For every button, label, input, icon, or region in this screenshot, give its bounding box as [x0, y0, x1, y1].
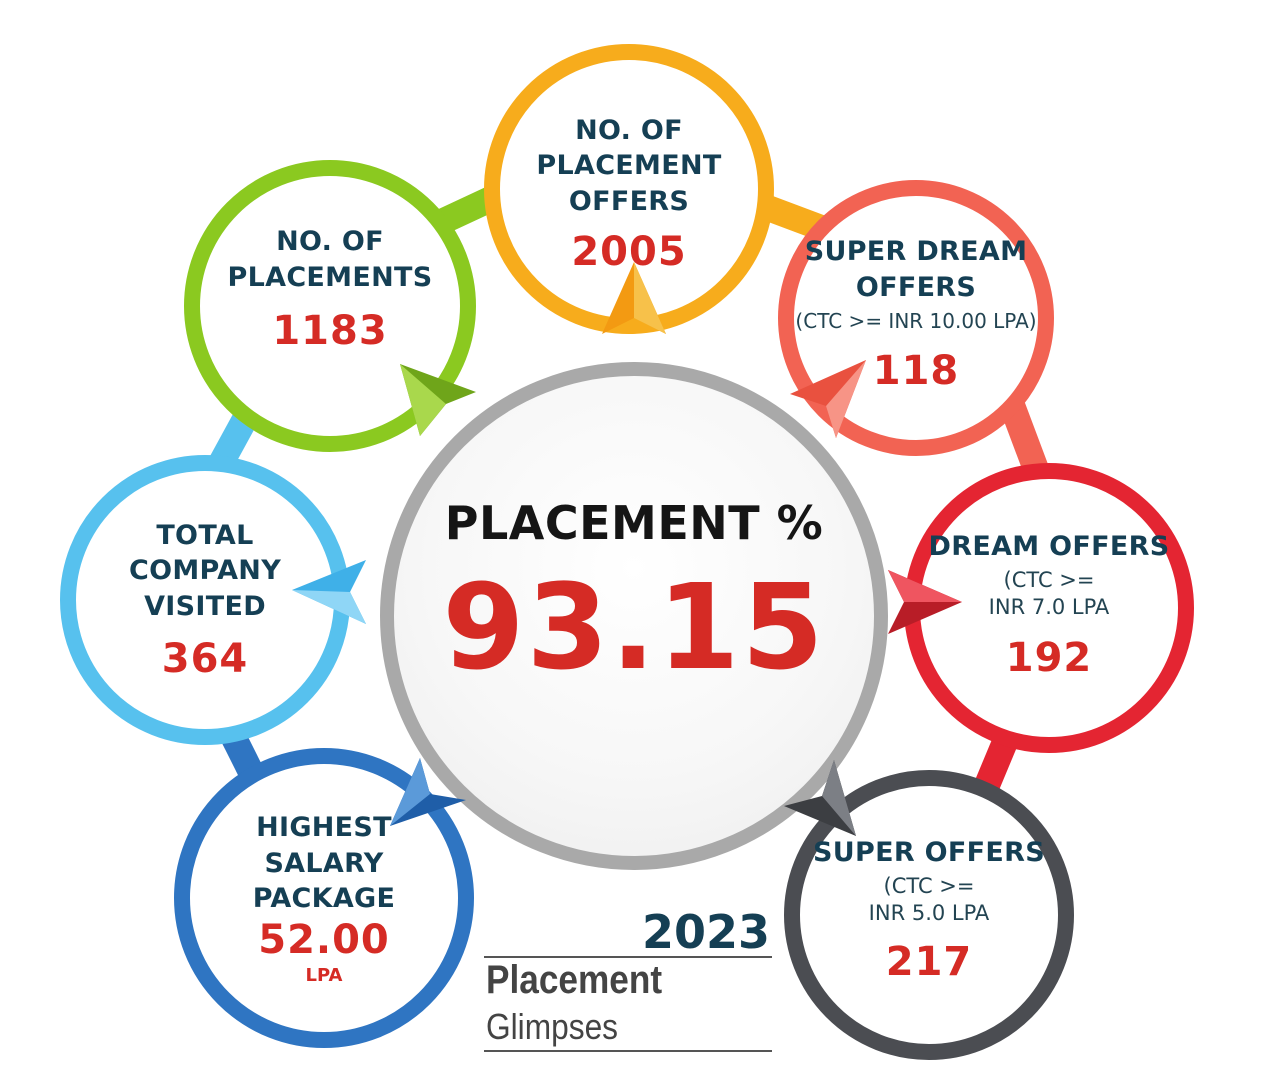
- super-dream-circle: SUPER DREAM OFFERS (CTC >= INR 10.00 LPA…: [778, 180, 1054, 456]
- company-visited-circle: TOTAL COMPANY VISITED 364: [60, 455, 350, 745]
- highest-salary-label: HIGHEST SALARY PACKAGE: [252, 812, 396, 915]
- dream-offers-note: (CTC >= INR 7.0 LPA: [988, 567, 1110, 619]
- super-offers-circle: SUPER OFFERS (CTC >= INR 5.0 LPA 217: [784, 770, 1074, 1060]
- placements-label: NO. OF PLACEMENTS: [227, 226, 433, 293]
- placement-percent-title: PLACEMENT %: [444, 496, 824, 550]
- super-dream-label: SUPER DREAM OFFERS: [804, 236, 1028, 303]
- highest-salary-value: 52.00: [258, 916, 390, 963]
- dream-offers-circle: DREAM OFFERS (CTC >= INR 7.0 LPA 192: [904, 463, 1194, 753]
- super-offers-value: 217: [885, 939, 973, 986]
- highest-salary-unit: LPA: [305, 964, 343, 986]
- placements-value: 1183: [272, 307, 388, 354]
- placement-percent-value: 93.15: [442, 558, 826, 696]
- placements-circle: NO. OF PLACEMENTS 1183: [184, 160, 476, 452]
- company-visited-label: TOTAL COMPANY VISITED: [128, 519, 282, 622]
- brand-year: 2023: [641, 905, 770, 959]
- placement-offers-value: 2005: [571, 229, 687, 276]
- placement-offers-circle: NO. OF PLACEMENT OFFERS 2005: [484, 44, 774, 334]
- brand-divider-bottom: [484, 1050, 772, 1052]
- placement-offers-label: NO. OF PLACEMENT OFFERS: [536, 114, 722, 217]
- placement-percent-circle: PLACEMENT % 93.15: [380, 362, 888, 870]
- brand-divider-top: [484, 956, 772, 958]
- super-offers-label: SUPER OFFERS: [813, 836, 1045, 868]
- highest-salary-circle: HIGHEST SALARY PACKAGE 52.00 LPA: [174, 748, 474, 1048]
- company-visited-value: 364: [161, 636, 249, 683]
- brand-title: Placement: [486, 958, 663, 1002]
- dream-offers-value: 192: [1005, 635, 1093, 682]
- super-dream-note: (CTC >= INR 10.00 LPA): [795, 308, 1037, 333]
- dream-offers-label: DREAM OFFERS: [928, 530, 1170, 562]
- super-dream-value: 118: [872, 347, 960, 394]
- brand-subtitle: Glimpses: [486, 1006, 619, 1047]
- super-offers-note: (CTC >= INR 5.0 LPA: [868, 873, 990, 925]
